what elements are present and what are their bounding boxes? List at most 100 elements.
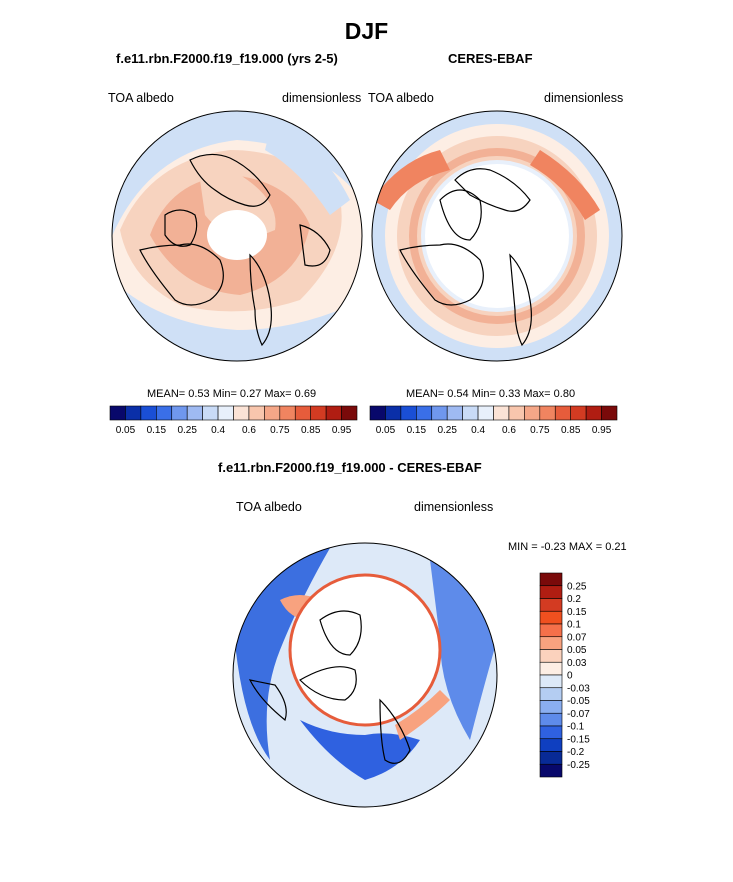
colorbar-tick-label: -0.15 xyxy=(567,734,590,745)
colorbar-swatch xyxy=(539,738,563,752)
colorbar-tick-label: 0.15 xyxy=(407,425,427,436)
colorbar-swatch xyxy=(217,405,234,421)
colorbar-swatch xyxy=(202,405,219,421)
colorbar-swatch xyxy=(493,405,510,421)
map3-border xyxy=(232,542,498,808)
colorbar-tick-label: 0.2 xyxy=(567,594,581,605)
colorbar-swatch xyxy=(156,405,173,421)
colorbar-swatch xyxy=(539,763,563,778)
colorbar-swatch xyxy=(310,405,327,421)
colorbar-tick-label: 0.85 xyxy=(301,425,321,436)
colorbar-tick-label: 0.05 xyxy=(376,425,396,436)
colorbar-tick-label: 0.6 xyxy=(502,425,516,436)
page-title: DJF xyxy=(344,18,389,44)
colorbar-swatch xyxy=(325,405,342,421)
colorbar-swatch xyxy=(524,405,541,421)
colorbar-tick-label: -0.25 xyxy=(567,760,590,771)
colorbar-swatch xyxy=(341,405,358,421)
colorbar-swatch xyxy=(477,405,494,421)
colorbar-swatch xyxy=(233,405,250,421)
colorbar-swatch xyxy=(248,405,265,421)
colorbar-tick-label: 0.95 xyxy=(592,425,612,436)
colorbar-swatch xyxy=(171,405,188,421)
colorbar-tick-label: 0.75 xyxy=(270,425,290,436)
colorbar-swatch xyxy=(539,751,563,765)
panel3-right-label: dimensionless xyxy=(414,500,494,514)
colorbar-tick-label: 0.6 xyxy=(242,425,256,436)
panel2-title: CERES-EBAF xyxy=(448,51,533,66)
colorbar-swatch xyxy=(539,610,563,625)
colorbar-tick-label: 0.4 xyxy=(211,425,225,436)
colorbar-swatch xyxy=(601,405,618,421)
colorbar-swatch xyxy=(570,405,587,421)
panel2-stats: MEAN= 0.54 Min= 0.33 Max= 0.80 xyxy=(406,388,576,400)
colorbar-swatch xyxy=(508,405,525,421)
map-ceres-toa-albedo xyxy=(372,111,622,361)
colorbar-tick-label: 0.15 xyxy=(567,607,587,618)
colorbar-tick-label: 0.25 xyxy=(567,581,587,592)
colorbar-tick-label: 0.95 xyxy=(332,425,352,436)
colorbar-swatch xyxy=(264,405,281,421)
colorbar-swatch xyxy=(400,405,417,421)
colorbar-swatch xyxy=(294,405,311,421)
colorbar-ceres: 0.05 0.15 0.25 0.4 0.6 0.75 0.85 0.95 xyxy=(369,405,618,436)
colorbar-swatch xyxy=(539,687,563,701)
panel3-left-label: TOA albedo xyxy=(236,500,302,514)
colorbar-swatch xyxy=(369,405,386,421)
colorbar-swatch xyxy=(431,405,448,421)
colorbar-difference: 0.25 0.2 0.15 0.10.07 0.05 0.03 0-0.03 -0.05 -0.… xyxy=(539,572,590,778)
colorbar-tick-label: 0.05 xyxy=(116,425,136,436)
colorbar-swatch xyxy=(539,585,563,599)
colorbar-swatch xyxy=(539,700,563,714)
colorbar-tick-label: 0.25 xyxy=(177,425,197,436)
panel1-right-label: dimensionless xyxy=(282,91,362,105)
colorbar-tick-label: 0.85 xyxy=(561,425,581,436)
colorbar-tick-label: 0.03 xyxy=(567,658,587,669)
colorbar-swatch xyxy=(462,405,479,421)
colorbar-tick-label: 0.25 xyxy=(437,425,457,436)
colorbar-swatch xyxy=(125,405,142,421)
panel3-title: f.e11.rbn.F2000.f19_f19.000 - CERES-EBAF xyxy=(218,460,482,475)
colorbar-swatch xyxy=(539,636,563,650)
colorbar-tick-label: -0.03 xyxy=(567,683,590,694)
colorbar-swatch xyxy=(186,405,203,421)
colorbar-tick-label: 0 xyxy=(567,671,573,682)
colorbar-swatch xyxy=(446,405,463,421)
colorbar-swatch xyxy=(539,674,563,689)
colorbar-tick-label: 0.07 xyxy=(567,632,587,643)
colorbar-swatch xyxy=(539,725,563,740)
map2-border xyxy=(371,110,623,362)
colorbar-tick-label: -0.2 xyxy=(567,747,585,758)
colorbar-swatch xyxy=(585,405,602,421)
panel1-stats: MEAN= 0.53 Min= 0.27 Max= 0.69 xyxy=(147,388,317,400)
colorbar-tick-label: 0.15 xyxy=(147,425,167,436)
colorbar-swatch xyxy=(539,712,563,727)
colorbar-swatch xyxy=(539,405,556,421)
panel3-stats: MIN = -0.23 MAX = 0.21 xyxy=(508,541,627,553)
panel1-title: f.e11.rbn.F2000.f19_f19.000 (yrs 2-5) xyxy=(116,51,338,66)
colorbar-swatch xyxy=(109,405,126,421)
map-difference-toa-albedo xyxy=(233,543,497,807)
colorbar-tick-label: -0.1 xyxy=(567,722,585,733)
colorbar-swatch xyxy=(279,405,296,421)
colorbar-tick-label: 0.1 xyxy=(567,620,581,631)
panel1-left-label: TOA albedo xyxy=(108,91,174,105)
colorbar-swatch xyxy=(539,572,563,587)
colorbar-tick-label: -0.07 xyxy=(567,709,590,720)
panel2-left-label: TOA albedo xyxy=(368,91,434,105)
colorbar-tick-label: -0.05 xyxy=(567,696,590,707)
colorbar-swatch xyxy=(539,623,563,638)
colorbar-swatch xyxy=(416,405,433,421)
colorbar-tick-label: 0.4 xyxy=(471,425,485,436)
panel2-right-label: dimensionless xyxy=(544,91,624,105)
colorbar-swatch xyxy=(539,649,563,663)
colorbar-model: 0.05 0.15 0.25 0.4 0.6 0.75 0.85 0.95 xyxy=(109,405,358,436)
colorbar-swatch xyxy=(140,405,157,421)
map-model-toa-albedo xyxy=(112,111,362,361)
map1-border xyxy=(111,110,363,362)
colorbar-swatch xyxy=(539,661,563,676)
colorbar-swatch xyxy=(554,405,571,421)
colorbar-swatch xyxy=(385,405,402,421)
colorbar-swatch xyxy=(539,598,563,612)
